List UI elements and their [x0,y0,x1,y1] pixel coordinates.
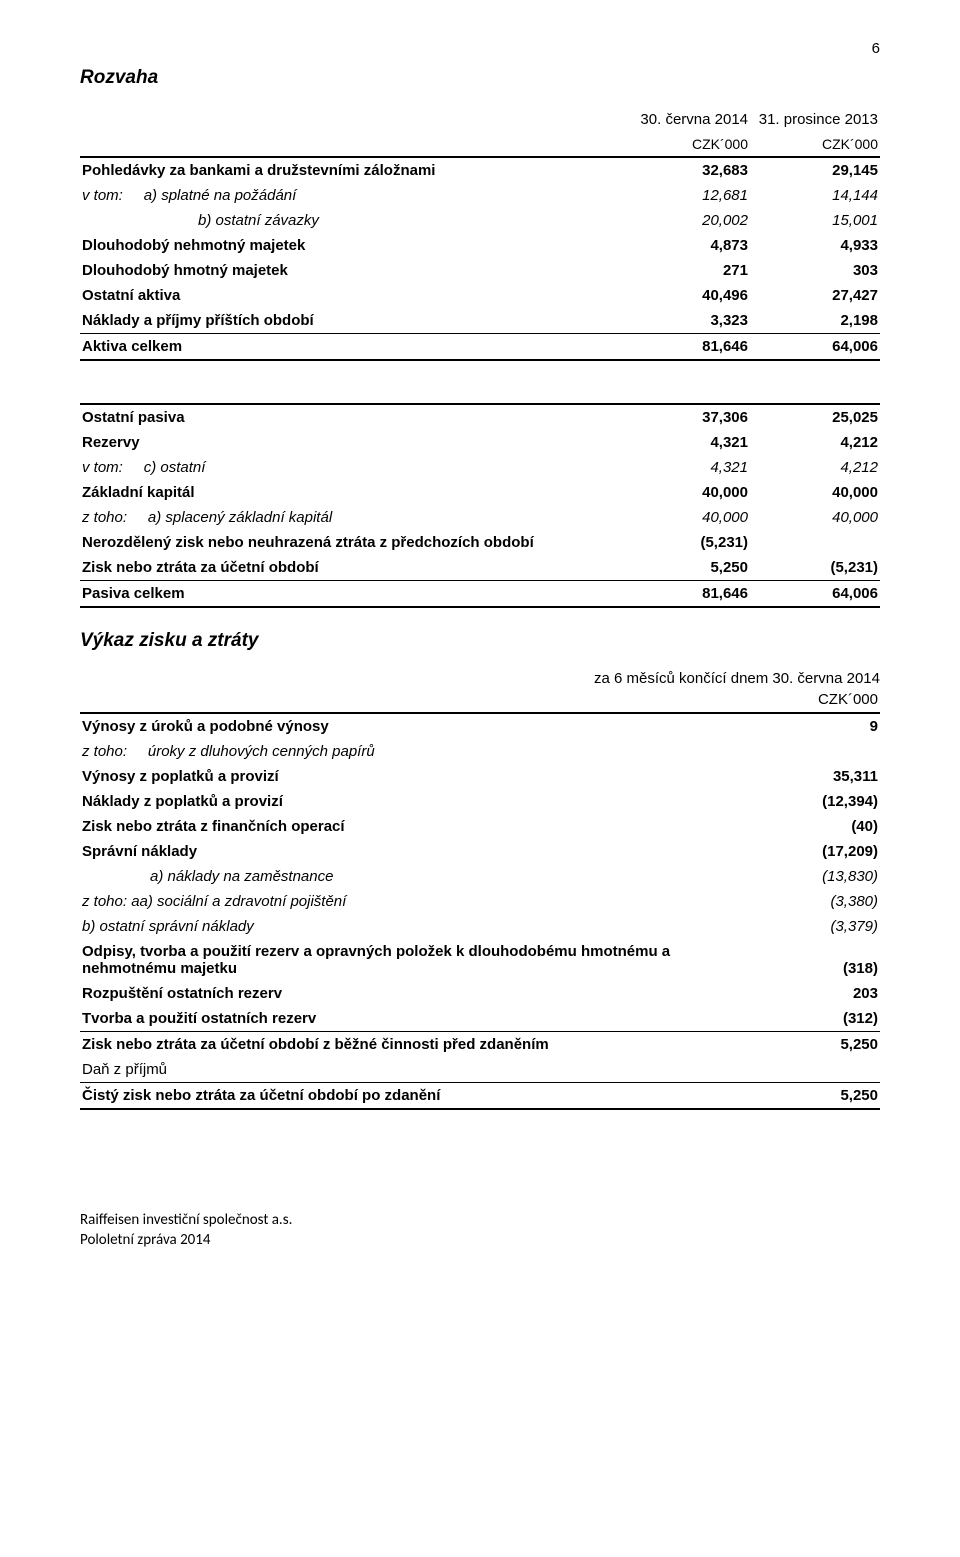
header-date-2: 31. prosince 2013 [750,107,880,132]
table-row: Náklady z poplatků a provizí(12,394) [80,789,880,814]
table-row: z toho: aa) sociální a zdravotní pojiště… [80,889,880,914]
header-unit-row: CZK´000 CZK´000 [80,132,880,157]
table-row: Tvorba a použití ostatních rezerv(312) [80,1006,880,1032]
liabs-total-row: Pasiva celkem81,64664,006 [80,581,880,608]
footer-line-1: Raiffeisen investiční společnost a.s. [80,1210,880,1230]
header-date-1: 30. června 2014 [620,107,750,132]
table-row: z toho: a) splacený základní kapitál40,0… [80,505,880,530]
table-row: Správní náklady(17,209) [80,839,880,864]
table-row: v tom: c) ostatní4,3214,212 [80,455,880,480]
period-caption: za 6 měsíců končící dnem 30. června 2014 [80,670,880,687]
table-row: v tom: a) splatné na požádání12,68114,14… [80,183,880,208]
table-row: Zisk nebo ztráta za účetní období5,250(5… [80,555,880,581]
header-unit: CZK´000 [700,687,880,713]
net-profit-row: Čistý zisk nebo ztráta za účetní období … [80,1083,880,1110]
table-row: Daň z příjmů [80,1057,880,1083]
table-row: Rezervy4,3214,212 [80,430,880,455]
table-row: Výnosy z poplatků a provizí35,311 [80,764,880,789]
table-row: Zisk nebo ztráta za účetní období z běžn… [80,1032,880,1058]
table-row: b) ostatní závazky20,00215,001 [80,208,880,233]
table-row: Dlouhodobý nehmotný majetek4,8734,933 [80,233,880,258]
table-row: Náklady a příjmy příštích období3,3232,1… [80,308,880,334]
table-row: Základní kapitál40,00040,000 [80,480,880,505]
section-title-vykaz: Výkaz zisku a ztráty [80,630,880,652]
header-unit-2: CZK´000 [750,132,880,157]
table-row: Ostatní pasiva37,30625,025 [80,404,880,430]
table-row: Zisk nebo ztráta z finančních operací(40… [80,814,880,839]
table-row: z toho: úroky z dluhových cenných papírů [80,739,880,764]
table-row: b) ostatní správní náklady(3,379) [80,914,880,939]
table-row: Odpisy, tvorba a použití rezerv a opravn… [80,939,880,981]
section-title-rozvaha: Rozvaha [80,67,880,89]
table-row: a) náklady na zaměstnance(13,830) [80,864,880,889]
income-statement-table: CZK´000 Výnosy z úroků a podobné výnosy9… [80,687,880,1110]
footer-line-2: Pololetní zpráva 2014 [80,1230,880,1250]
header-unit-1: CZK´000 [620,132,750,157]
table-row: Dlouhodobý hmotný majetek271303 [80,258,880,283]
table-row: Ostatní aktiva40,49627,427 [80,283,880,308]
table-row: Výnosy z úroků a podobné výnosy9 [80,713,880,739]
header-unit-row: CZK´000 [80,687,880,713]
footer: Raiffeisen investiční společnost a.s. Po… [80,1210,880,1251]
balance-sheet-table: 30. června 2014 31. prosince 2013 CZK´00… [80,107,880,608]
table-row: Rozpuštění ostatních rezerv203 [80,981,880,1006]
table-row: Pohledávky za bankami a družstevními zál… [80,157,880,183]
table-row: Nerozdělený zisk nebo neuhrazená ztráta … [80,530,880,555]
page: 6 Rozvaha 30. června 2014 31. prosince 2… [0,0,960,1291]
header-dates-row: 30. června 2014 31. prosince 2013 [80,107,880,132]
page-number: 6 [80,40,880,57]
assets-total-row: Aktiva celkem81,64664,006 [80,334,880,361]
